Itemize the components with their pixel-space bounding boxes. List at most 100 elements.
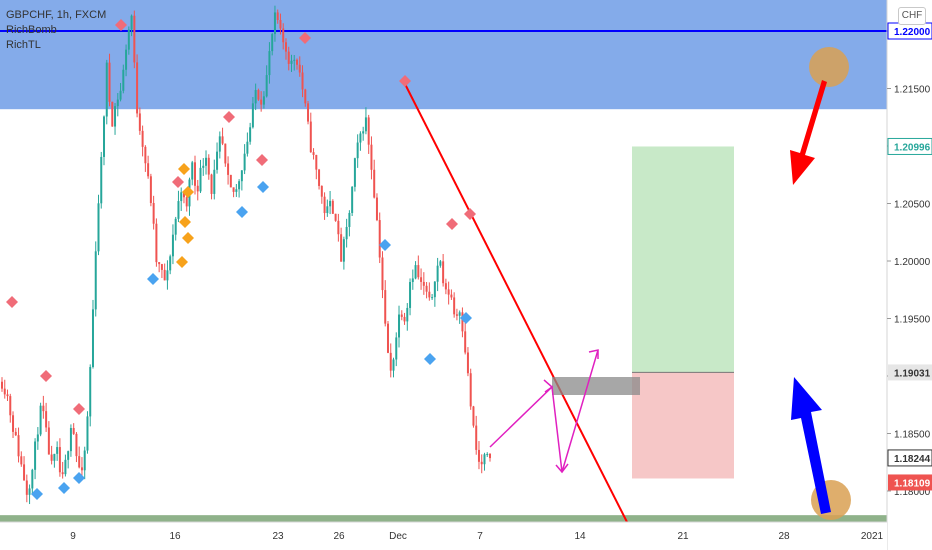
candle-body	[14, 431, 17, 436]
neutral-signal-marker	[178, 163, 190, 175]
candle-body	[342, 239, 345, 262]
candle-body	[221, 136, 224, 144]
projection-arrowhead	[543, 379, 554, 393]
candle-body	[356, 142, 359, 159]
candle-body	[163, 269, 166, 281]
candle-body	[61, 472, 64, 475]
candle-body	[315, 154, 318, 170]
candle-body	[149, 176, 152, 203]
candle-body	[287, 51, 290, 64]
candle-body	[202, 165, 205, 168]
buy-signal-marker	[31, 488, 43, 500]
buy-signal-marker	[460, 312, 472, 324]
candle-body	[395, 337, 398, 360]
candle-body	[298, 64, 301, 73]
candle-body	[271, 34, 274, 52]
candle-body	[100, 156, 103, 204]
projection-arrowhead	[555, 463, 569, 474]
candle-body	[185, 197, 188, 207]
candle-body	[282, 28, 285, 43]
candle-body	[160, 264, 163, 270]
price-label-badge	[888, 364, 932, 381]
candle-body	[472, 406, 475, 426]
candle-body	[337, 220, 340, 235]
candle-body	[133, 15, 136, 63]
candle-body	[147, 163, 150, 177]
candle-body	[130, 15, 133, 30]
projection-path	[489, 349, 599, 473]
candle-body	[331, 200, 334, 214]
time-tick-label: 7	[477, 531, 483, 542]
price-tick-label: 1.21500	[894, 85, 931, 96]
target-zone	[632, 146, 734, 373]
candle-body	[364, 117, 367, 132]
candle-body	[158, 262, 161, 265]
candle-body	[254, 90, 257, 104]
price-label-badge	[887, 137, 932, 155]
candle-body	[114, 106, 117, 127]
candle-body	[80, 467, 83, 471]
candle-body	[477, 449, 480, 462]
candle-body	[111, 101, 114, 127]
candle-body	[94, 251, 97, 310]
price-label-text: 1.19031	[894, 368, 931, 379]
candle-body	[489, 453, 491, 459]
candle-body	[155, 223, 158, 263]
candle-body	[174, 218, 177, 235]
buy-signal-marker	[73, 472, 85, 484]
candle-body	[127, 29, 130, 50]
candle-body	[265, 75, 268, 97]
candle-body	[205, 157, 208, 166]
candle-body	[12, 415, 15, 432]
candle-body	[235, 189, 238, 192]
candle-body	[273, 12, 276, 35]
buy-signal-marker	[424, 353, 436, 365]
candle-body	[428, 291, 431, 298]
projection-arrowhead	[588, 349, 599, 359]
candle-body	[318, 169, 321, 186]
trendline	[403, 81, 628, 523]
sell-signal-marker	[256, 154, 268, 166]
indicator-richbomb[interactable]: RichBomb	[6, 24, 57, 36]
candle-body	[351, 186, 354, 213]
currency-button[interactable]: CHF	[898, 7, 926, 25]
candle-body	[28, 488, 31, 495]
entry-box	[552, 377, 640, 395]
candle-body	[238, 181, 241, 190]
candle-body	[293, 59, 296, 61]
candle-body	[367, 117, 370, 145]
candle-body	[199, 167, 202, 192]
buy-signal-marker	[147, 273, 159, 285]
candle-body	[276, 12, 279, 21]
candle-body	[442, 261, 445, 284]
candle-body	[422, 281, 425, 286]
candle-body	[480, 461, 483, 465]
candle-body	[375, 197, 378, 221]
resistance-circle	[809, 47, 849, 87]
symbol-title[interactable]: GBPCHF, 1h, FXCM	[6, 9, 107, 21]
neutral-signal-marker	[179, 216, 191, 228]
price-tick-label: 1.18500	[894, 430, 931, 441]
candle-body	[39, 405, 42, 435]
candle-body	[290, 60, 293, 64]
candle-body	[464, 331, 467, 353]
price-tick-label: 1.18000	[894, 487, 931, 498]
candle-body	[307, 103, 310, 122]
candle-body	[240, 170, 243, 182]
price-tick-label: 1.19500	[894, 315, 931, 326]
candle-body	[171, 234, 174, 257]
candle-body	[370, 144, 373, 170]
candle-body	[6, 394, 9, 397]
candle-body	[251, 103, 254, 128]
sell-signal-marker	[399, 75, 411, 87]
candle-body	[23, 464, 26, 481]
candle-body	[403, 316, 406, 322]
sell-signal-marker	[40, 370, 52, 382]
buy-signal-marker	[379, 239, 391, 251]
candle-body	[89, 367, 92, 417]
time-tick-label: 21	[677, 531, 689, 542]
candle-body	[447, 289, 450, 295]
indicator-richtl[interactable]: RichTL	[6, 39, 41, 51]
candle-body	[210, 174, 213, 194]
